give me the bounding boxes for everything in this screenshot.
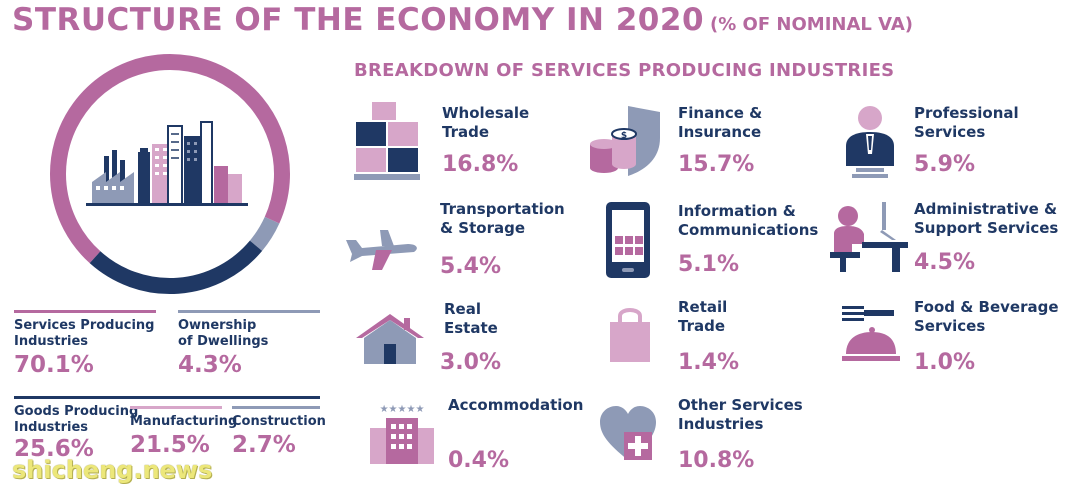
businessman-icon bbox=[846, 106, 894, 178]
boxes-icon bbox=[354, 102, 420, 180]
industry-name-finance: Finance & Insurance bbox=[678, 104, 763, 141]
page-title: STRUCTURE OF THE ECONOMY IN 2020 (% OF NO… bbox=[12, 2, 913, 38]
svg-text:$: $ bbox=[621, 131, 627, 141]
legend-swatch-construction bbox=[232, 406, 320, 409]
legend-value-dwellings: 4.3% bbox=[178, 352, 242, 378]
industry-value-admin: 4.5% bbox=[914, 250, 976, 275]
legend-label-construction: Construction bbox=[232, 414, 326, 429]
svg-text:★★★★★: ★★★★★ bbox=[380, 404, 425, 415]
smartphone-icon bbox=[606, 202, 650, 278]
industry-value-food: 1.0% bbox=[914, 350, 976, 375]
heart-plus-icon bbox=[600, 406, 656, 460]
industry-name-admin: Administrative & Support Services bbox=[914, 200, 1059, 237]
legend-label-services: Services Producing Industries bbox=[14, 318, 155, 349]
office-worker-icon bbox=[830, 202, 908, 272]
industry-value-transport: 5.4% bbox=[440, 254, 502, 279]
cloche-icon bbox=[842, 306, 900, 361]
legend-value-goods: 25.6% bbox=[14, 436, 94, 462]
industry-value-other: 10.8% bbox=[678, 448, 755, 473]
industry-value-infocomm: 5.1% bbox=[678, 252, 740, 277]
industry-name-infocomm: Information & Communications bbox=[678, 202, 819, 239]
industry-name-retail: Retail Trade bbox=[678, 298, 728, 335]
industry-value-accommodation: 0.4% bbox=[448, 448, 510, 473]
services-breakdown-heading: BREAKDOWN OF SERVICES PRODUCING INDUSTRI… bbox=[354, 60, 895, 81]
legend-label-dwellings: Ownership of Dwellings bbox=[178, 318, 269, 349]
legend-value-services: 70.1% bbox=[14, 352, 94, 378]
donut-slices bbox=[50, 54, 290, 294]
legend-swatch-dwellings bbox=[178, 310, 320, 313]
industry-value-professional: 5.9% bbox=[914, 152, 976, 177]
industry-name-accommodation: Accommodation bbox=[448, 396, 584, 414]
factory-icon bbox=[86, 121, 248, 206]
legend-swatch-services bbox=[14, 310, 156, 313]
house-icon bbox=[356, 314, 424, 364]
donut-slice-services-producing-industries bbox=[50, 54, 290, 264]
donut-slice-goods-producing-industries bbox=[89, 240, 263, 294]
shopping-bag-icon bbox=[610, 308, 650, 362]
economy-donut-chart bbox=[50, 54, 290, 294]
industry-name-professional: Professional Services bbox=[914, 104, 1019, 141]
watermark-text: shicheng.news bbox=[12, 456, 213, 484]
legend-label-manufacturing: Manufacturing bbox=[130, 414, 238, 429]
industry-name-transport: Transportation & Storage bbox=[440, 200, 565, 237]
hotel-icon: ★★★★★ bbox=[370, 404, 434, 464]
legend-value-construction: 2.7% bbox=[232, 432, 296, 458]
industry-value-finance: 15.7% bbox=[678, 152, 755, 177]
title-main: STRUCTURE OF THE ECONOMY IN 2020 bbox=[12, 2, 705, 38]
industry-name-wholesale: Wholesale Trade bbox=[442, 104, 530, 141]
airplane-icon bbox=[346, 230, 417, 270]
industry-name-other: Other Services Industries bbox=[678, 396, 803, 433]
legend-swatch-goods bbox=[14, 396, 320, 399]
legend-label-goods: Goods Producing Industries bbox=[14, 404, 139, 435]
coins-shield-icon: $ bbox=[590, 106, 660, 176]
industry-value-realestate: 3.0% bbox=[440, 350, 502, 375]
title-sub: (% OF NOMINAL VA) bbox=[710, 14, 913, 35]
industry-value-wholesale: 16.8% bbox=[442, 152, 519, 177]
industry-name-food: Food & Beverage Services bbox=[914, 298, 1059, 335]
legend-swatch-manufacturing bbox=[130, 406, 222, 409]
legend-value-manufacturing: 21.5% bbox=[130, 432, 210, 458]
industry-name-realestate: Real Estate bbox=[444, 300, 498, 337]
industry-value-retail: 1.4% bbox=[678, 350, 740, 375]
donut-slice-ownership-of-dwellings bbox=[249, 216, 280, 251]
